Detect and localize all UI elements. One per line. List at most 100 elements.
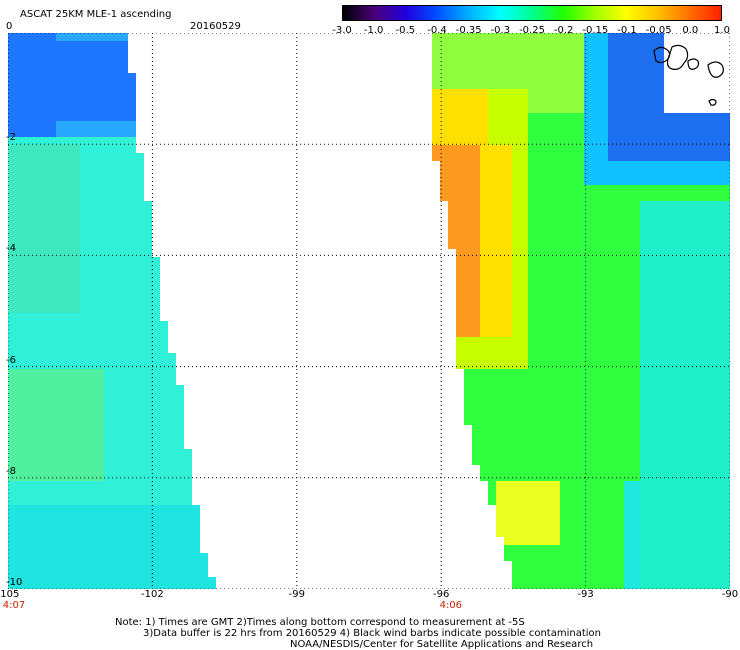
swath-east-cell xyxy=(624,577,632,585)
swath-west-cell xyxy=(24,81,32,89)
swath-east-cell xyxy=(456,217,464,225)
swath-east-cell xyxy=(632,553,640,561)
swath-east-cell xyxy=(448,153,456,161)
swath-east-cell xyxy=(584,177,592,185)
swath-west-cell xyxy=(48,513,56,521)
swath-east-cell xyxy=(552,305,560,313)
swath-west-cell xyxy=(160,521,168,529)
swath-west-cell xyxy=(56,393,64,401)
swath-west-cell xyxy=(56,545,64,553)
swath-west-cell xyxy=(104,409,112,417)
swath-east-cell xyxy=(640,577,648,585)
swath-west-cell xyxy=(144,353,152,361)
swath-west-cell xyxy=(144,329,152,337)
swath-east-cell xyxy=(560,425,568,433)
swath-east-cell xyxy=(512,161,520,169)
swath-east-cell xyxy=(680,505,688,513)
swath-east-cell xyxy=(488,121,496,129)
swath-east-cell xyxy=(696,281,704,289)
swath-east-cell xyxy=(568,425,576,433)
swath-east-cell xyxy=(640,425,648,433)
swath-west-cell xyxy=(16,289,24,297)
swath-east-cell xyxy=(728,177,730,185)
swath-east-cell xyxy=(656,337,664,345)
swath-east-cell xyxy=(728,505,730,513)
swath-east-cell xyxy=(504,321,512,329)
swath-east-cell xyxy=(528,489,536,497)
swath-west-cell xyxy=(64,169,72,177)
swath-west-cell xyxy=(120,481,128,489)
swath-east-cell xyxy=(520,241,528,249)
swath-east-cell xyxy=(472,393,480,401)
swath-east-cell xyxy=(488,489,496,497)
swath-east-cell xyxy=(520,65,528,73)
swath-east-cell xyxy=(592,65,600,73)
swath-west-cell xyxy=(64,377,72,385)
swath-east-cell xyxy=(552,385,560,393)
swath-east-cell xyxy=(672,153,680,161)
swath-east-cell xyxy=(712,185,720,193)
swath-east-cell xyxy=(456,33,464,41)
swath-east-cell xyxy=(624,337,632,345)
swath-east-cell xyxy=(448,201,456,209)
swath-west-cell xyxy=(72,185,80,193)
swath-west-cell xyxy=(72,33,80,41)
swath-east-cell xyxy=(528,329,536,337)
swath-west-cell xyxy=(88,465,96,473)
swath-east-cell xyxy=(688,529,696,537)
swath-west-cell xyxy=(72,49,80,57)
swath-east-cell xyxy=(728,457,730,465)
swath-east-cell xyxy=(440,169,448,177)
swath-east-cell xyxy=(608,145,616,153)
swath-west-cell xyxy=(112,257,120,265)
swath-east-cell xyxy=(440,137,448,145)
swath-west-cell xyxy=(136,257,144,265)
swath-east-cell xyxy=(512,177,520,185)
swath-west-cell xyxy=(16,161,24,169)
swath-east-cell xyxy=(704,161,712,169)
swath-east-cell xyxy=(552,113,560,121)
swath-east-cell xyxy=(624,561,632,569)
swath-west-cell xyxy=(8,457,16,465)
swath-west-cell xyxy=(48,305,56,313)
swath-west-cell xyxy=(128,193,136,201)
swath-east-cell xyxy=(704,185,712,193)
swath-east-cell xyxy=(552,425,560,433)
swath-east-cell xyxy=(576,537,584,545)
swath-west-cell xyxy=(40,185,48,193)
swath-east-cell xyxy=(584,561,592,569)
swath-east-cell xyxy=(488,273,496,281)
swath-east-cell xyxy=(544,121,552,129)
swath-east-cell xyxy=(712,449,720,457)
swath-west-cell xyxy=(184,561,192,569)
swath-west-cell xyxy=(80,49,88,57)
swath-east-cell xyxy=(648,481,656,489)
swath-west-cell xyxy=(136,425,144,433)
swath-east-cell xyxy=(528,41,536,49)
swath-east-cell xyxy=(672,465,680,473)
swath-east-cell xyxy=(632,89,640,97)
swath-east-cell xyxy=(696,489,704,497)
swath-west-cell xyxy=(176,489,184,497)
swath-east-cell xyxy=(528,265,536,273)
swath-east-cell xyxy=(576,57,584,65)
swath-west-cell xyxy=(112,121,120,129)
swath-east-cell xyxy=(656,433,664,441)
swath-west-cell xyxy=(56,401,64,409)
swath-west-cell xyxy=(136,441,144,449)
swath-east-cell xyxy=(688,497,696,505)
swath-east-cell xyxy=(576,561,584,569)
swath-east-cell xyxy=(720,561,728,569)
swath-east-cell xyxy=(488,281,496,289)
swath-east-cell xyxy=(472,321,480,329)
swath-east-cell xyxy=(640,513,648,521)
swath-west-cell xyxy=(112,49,120,57)
swath-east-cell xyxy=(720,345,728,353)
swath-east-cell xyxy=(632,393,640,401)
swath-east-cell xyxy=(680,553,688,561)
swath-east-cell xyxy=(656,145,664,153)
swath-east-cell xyxy=(504,329,512,337)
swath-east-cell xyxy=(624,169,632,177)
swath-west-cell xyxy=(96,289,104,297)
swath-east-cell xyxy=(600,177,608,185)
